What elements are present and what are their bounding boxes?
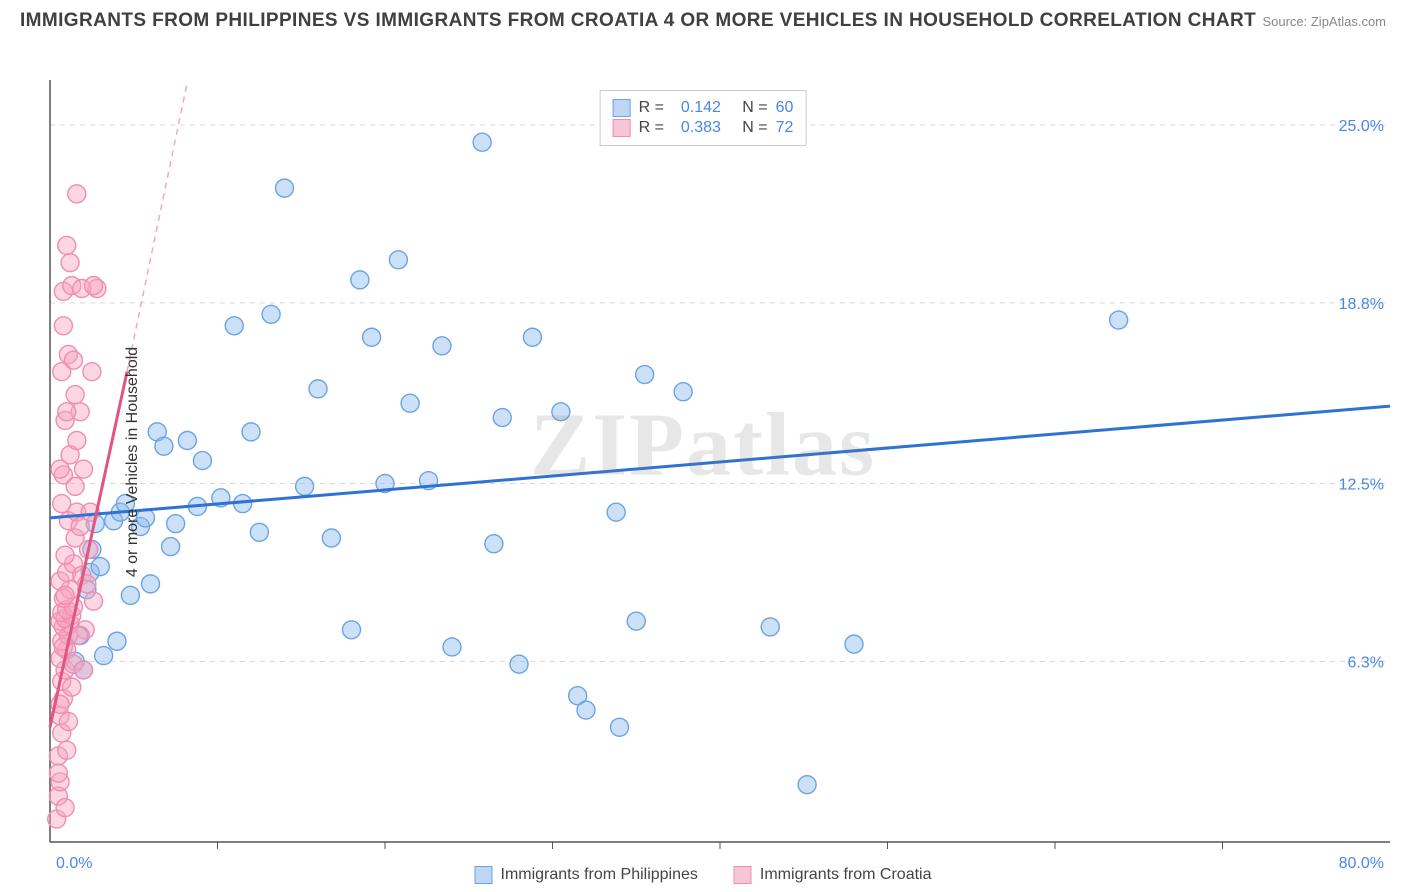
legend-n-label: N = [729,99,768,117]
correlation-chart: 4 or more Vehicles in Household ZIPatlas… [0,38,1406,886]
legend-n-value: 60 [776,99,794,117]
series-legend-item: Immigrants from Croatia [734,866,932,884]
series-legend-label: Immigrants from Croatia [760,866,932,884]
legend-swatch [734,866,752,884]
legend-r-value: 0.142 [681,99,721,117]
y-axis-label: 4 or more Vehicles in Household [124,347,142,577]
legend-swatch [613,119,631,137]
series-legend-label: Immigrants from Philippines [501,866,698,884]
svg-text:25.0%: 25.0% [1339,118,1384,135]
chart-svg: 6.3% 12.5% 18.8% 25.0% 0.0% 80.0% [0,38,1406,886]
legend-swatch [475,866,493,884]
page-title: IMMIGRANTS FROM PHILIPPINES VS IMMIGRANT… [20,10,1256,32]
legend-n-value: 72 [776,119,794,137]
series-legend-item: Immigrants from Philippines [475,866,698,884]
svg-text:12.5%: 12.5% [1339,477,1384,494]
series-legend: Immigrants from Philippines Immigrants fr… [475,866,932,884]
stats-legend-row: R = 0.142 N = 60 [613,99,794,117]
legend-r-label: R = [639,119,673,137]
svg-text:6.3%: 6.3% [1348,654,1384,671]
svg-text:80.0%: 80.0% [1339,855,1384,872]
stats-legend: R = 0.142 N = 60R = 0.383 N = 72 [600,90,807,146]
legend-r-label: R = [639,99,673,117]
svg-text:0.0%: 0.0% [56,855,92,872]
stats-legend-row: R = 0.383 N = 72 [613,119,794,137]
legend-n-label: N = [729,119,768,137]
legend-swatch [613,99,631,117]
legend-r-value: 0.383 [681,119,721,137]
source-attribution: Source: ZipAtlas.com [1262,14,1386,29]
svg-text:18.8%: 18.8% [1339,296,1384,313]
